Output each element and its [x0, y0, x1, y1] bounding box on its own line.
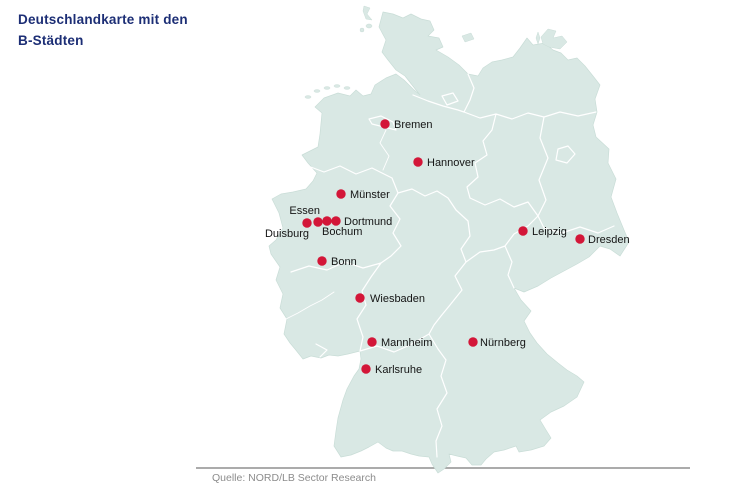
city-marker-mannheim — [367, 337, 377, 347]
island-sylt — [362, 5, 373, 21]
city-marker-karlsruhe — [361, 364, 371, 374]
city-label-dresden: Dresden — [588, 234, 630, 246]
city-label-münster: Münster — [350, 189, 390, 201]
city-label-bonn: Bonn — [331, 256, 357, 268]
city-marker-duisburg — [302, 218, 312, 228]
city-marker-leipzig — [518, 226, 528, 236]
city-marker-münster — [336, 189, 346, 199]
island-foehr — [365, 23, 373, 29]
city-marker-essen — [313, 217, 323, 227]
city-label-bochum: Bochum — [322, 226, 362, 238]
city-label-mannheim: Mannheim — [381, 337, 432, 349]
city-label-essen: Essen — [289, 205, 320, 217]
city-label-wiesbaden: Wiesbaden — [370, 293, 425, 305]
island-ruegen — [540, 28, 568, 50]
city-marker-bonn — [317, 256, 327, 266]
city-label-dortmund: Dortmund — [344, 216, 392, 228]
islands — [304, 5, 568, 99]
city-label-duisburg: Duisburg — [265, 228, 309, 240]
city-marker-dortmund — [331, 216, 341, 226]
figure-title-line1: Deutschlandkarte mit den — [18, 12, 188, 27]
city-label-karlsruhe: Karlsruhe — [375, 364, 422, 376]
city-marker-hannover — [413, 157, 423, 167]
island-fehmarn — [461, 32, 475, 43]
city-marker-bochum — [322, 216, 332, 226]
germany-map-shape — [268, 11, 630, 474]
city-label-bremen: Bremen — [394, 119, 433, 131]
figure-title-line2: B-Städten — [18, 33, 84, 48]
city-label-hannover: Hannover — [427, 157, 475, 169]
city-label-leipzig: Leipzig — [532, 226, 567, 238]
city-marker-nürnberg — [468, 337, 478, 347]
river-lines — [285, 129, 390, 320]
city-marker-wiesbaden — [355, 293, 365, 303]
source-text: Quelle: NORD/LB Sector Research — [212, 472, 376, 484]
island-amrum — [359, 27, 365, 33]
island-hiddensee — [535, 31, 541, 45]
city-marker-bremen — [380, 119, 390, 129]
east-frisian-islands — [304, 84, 351, 99]
city-markers: Bremen Hannover Münster Essen Duisburg Bochum… — [265, 119, 630, 376]
city-label-nürnberg: Nürnberg — [480, 337, 526, 349]
city-marker-dresden — [575, 234, 585, 244]
